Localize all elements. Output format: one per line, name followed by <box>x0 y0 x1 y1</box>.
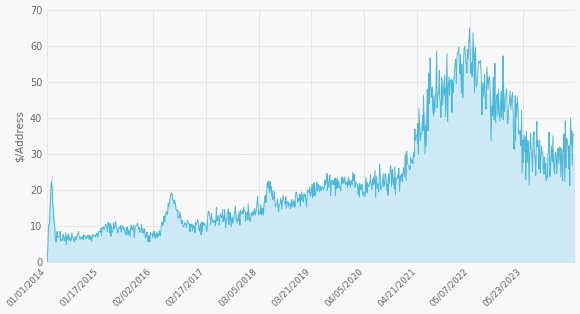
Y-axis label: $/Address: $/Address <box>14 110 24 162</box>
